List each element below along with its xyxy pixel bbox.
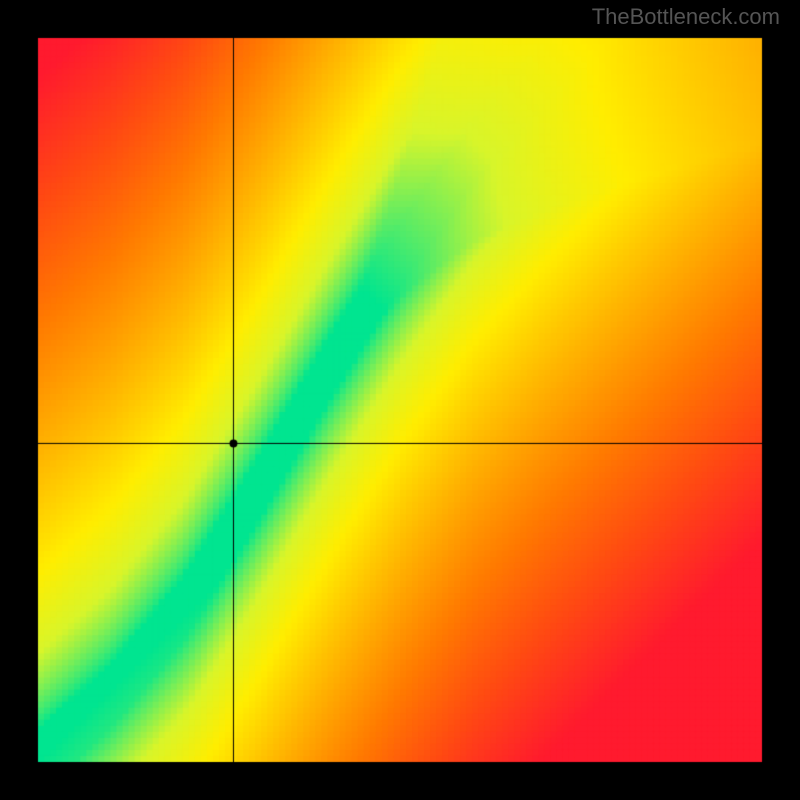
chart-container: TheBottleneck.com (0, 0, 800, 800)
watermark-text: TheBottleneck.com (592, 4, 780, 30)
bottleneck-heatmap (0, 0, 800, 800)
